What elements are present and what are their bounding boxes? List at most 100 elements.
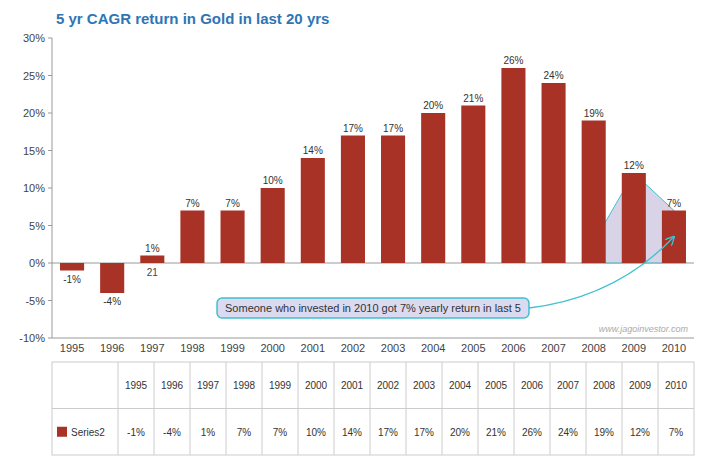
legend-value: 7% — [273, 427, 288, 438]
bar — [140, 256, 164, 264]
data-label: 1% — [145, 243, 160, 254]
x-tick-label: 1996 — [100, 342, 124, 354]
data-label: 10% — [263, 175, 283, 186]
y-tick-label: -10% — [19, 332, 45, 344]
legend-value: 26% — [522, 427, 542, 438]
bar — [100, 263, 124, 293]
legend-label: Series2 — [71, 427, 105, 438]
x-axis-line — [52, 338, 694, 339]
annotation-text: Someone who invested in 2010 got 7% year… — [225, 302, 521, 314]
legend-category: 2010 — [665, 380, 688, 391]
bar — [542, 83, 566, 263]
x-tick-label: 1997 — [140, 342, 164, 354]
legend-divider — [370, 362, 371, 455]
legend-divider — [442, 362, 443, 455]
y-tick — [48, 225, 52, 226]
bar — [461, 106, 485, 264]
bar — [341, 136, 365, 264]
legend-category: 2004 — [449, 380, 472, 391]
x-tick-label: 2001 — [301, 342, 325, 354]
legend-value: 12% — [630, 427, 650, 438]
legend-divider — [52, 408, 694, 409]
data-label: 12% — [624, 160, 644, 171]
y-tick-label: 25% — [23, 70, 45, 82]
legend-value: 19% — [594, 427, 614, 438]
x-tick-label: 2009 — [622, 342, 646, 354]
y-tick — [48, 150, 52, 151]
legend-category: 1999 — [269, 380, 292, 391]
legend-divider — [550, 362, 551, 455]
data-label: -1% — [63, 274, 81, 285]
data-label: -4% — [103, 296, 121, 307]
y-tick — [48, 188, 52, 189]
legend-category: 1995 — [125, 380, 148, 391]
legend-category: 2000 — [305, 380, 328, 391]
y-tick — [48, 338, 52, 339]
legend-category: 2003 — [413, 380, 436, 391]
x-tick-label: 2002 — [341, 342, 365, 354]
bar — [501, 68, 525, 263]
y-tick-label: -5% — [25, 295, 45, 307]
y-tick-label: 5% — [29, 220, 45, 232]
legend-divider — [154, 362, 155, 455]
legend-value: 1% — [201, 427, 216, 438]
watermark: www.jagoinvestor.com — [599, 324, 689, 334]
annotation: Someone who invested in 2010 got 7% year… — [217, 237, 674, 318]
legend-value: 14% — [342, 427, 362, 438]
data-label: 7% — [225, 198, 240, 209]
legend-category: 1997 — [197, 380, 220, 391]
legend-category: 2006 — [521, 380, 544, 391]
bar — [180, 211, 204, 264]
data-label: 19% — [584, 108, 604, 119]
data-label: 24% — [544, 70, 564, 81]
legend-category: 2005 — [485, 380, 508, 391]
legend-divider — [118, 362, 119, 455]
legend-divider — [586, 362, 587, 455]
y-tick — [48, 75, 52, 76]
legend-divider — [190, 362, 191, 455]
legend-value: 17% — [378, 427, 398, 438]
data-label: 26% — [503, 55, 523, 66]
y-axis-line — [52, 38, 53, 338]
legend-divider — [658, 362, 659, 455]
legend-category: 2002 — [377, 380, 400, 391]
legend: 1995-1%1996-4%19971%19987%19997%200010%2… — [52, 362, 694, 455]
data-label: 7% — [667, 198, 682, 209]
y-tick — [48, 300, 52, 301]
y-tick — [48, 38, 52, 39]
x-tick-label: 1999 — [220, 342, 244, 354]
annotation-text: 21 — [147, 267, 159, 278]
legend-category: 2009 — [629, 380, 652, 391]
legend-value: -4% — [163, 427, 181, 438]
legend-category: 1998 — [233, 380, 256, 391]
y-tick-label: 15% — [23, 145, 45, 157]
legend-value: 7% — [237, 427, 252, 438]
legend-value: 24% — [558, 427, 578, 438]
legend-divider — [406, 362, 407, 455]
data-label: 14% — [303, 145, 323, 156]
legend-divider — [478, 362, 479, 455]
legend-category: 2001 — [341, 380, 364, 391]
legend-divider — [226, 362, 227, 455]
legend-value: -1% — [127, 427, 145, 438]
legend-category: 1996 — [161, 380, 184, 391]
x-tick-label: 2008 — [581, 342, 605, 354]
annotation-box — [217, 298, 529, 318]
legend-value: 21% — [486, 427, 506, 438]
bar — [622, 173, 646, 263]
x-tick-label: 2000 — [260, 342, 284, 354]
title: 5 yr CAGR return in Gold in last 20 yrs — [56, 10, 329, 27]
legend-divider — [298, 362, 299, 455]
data-label: 21% — [463, 93, 483, 104]
x-tick-label: 1995 — [60, 342, 84, 354]
legend-divider — [262, 362, 263, 455]
y-tick — [48, 263, 52, 264]
y-tick-label: 0% — [29, 257, 45, 269]
bar — [582, 121, 606, 264]
y-tick-label: 20% — [23, 107, 45, 119]
legend-category: 2008 — [593, 380, 616, 391]
legend-divider — [622, 362, 623, 455]
data-label: 20% — [423, 100, 443, 111]
legend-divider — [514, 362, 515, 455]
chart: 5 yr CAGR return in Gold in last 20 yrs -… — [0, 0, 708, 461]
